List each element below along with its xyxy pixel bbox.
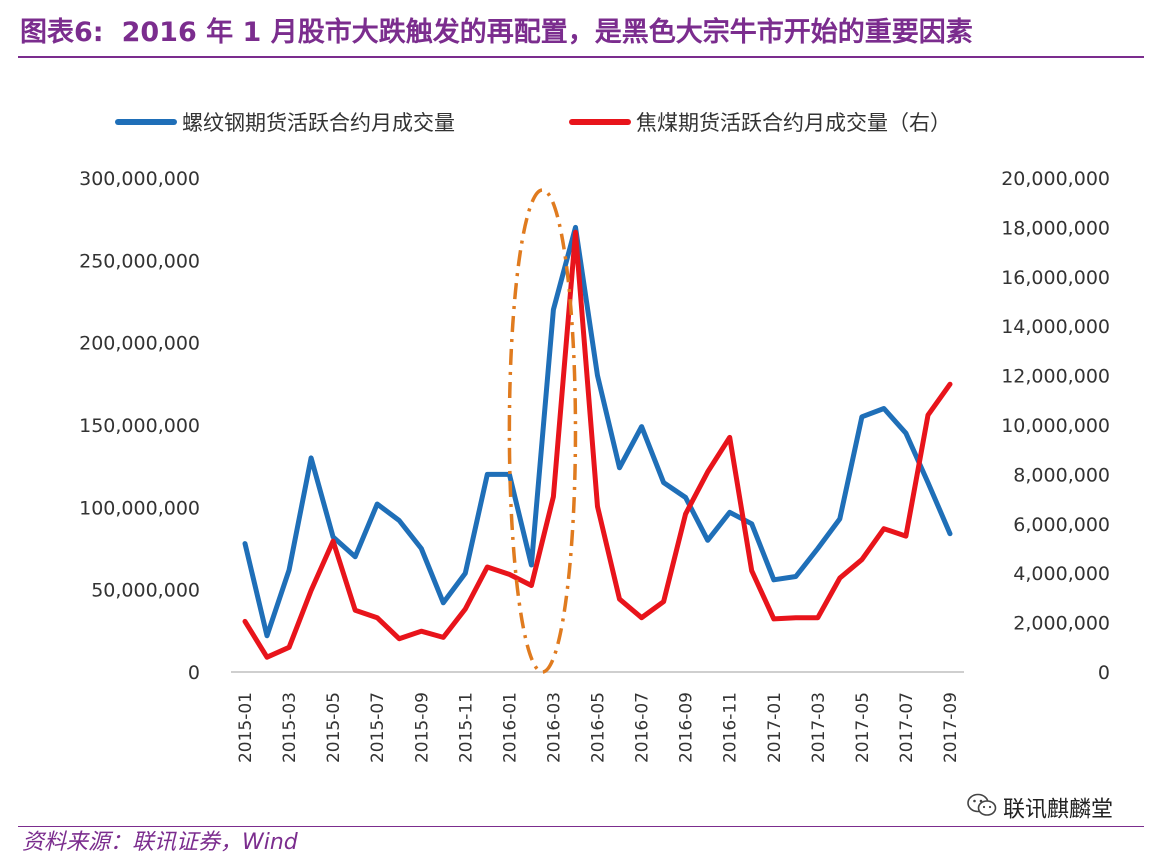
y-left-tick-label: 100,000,000: [79, 497, 200, 519]
source-note: 资料来源：联讯证券，Wind: [22, 830, 298, 855]
y-right-tick-label: 2,000,000: [1013, 613, 1110, 635]
watermark: 联讯麒麟堂: [967, 792, 1113, 826]
x-tick-label: 2016-09: [677, 692, 697, 763]
x-tick-label: 2017-05: [853, 692, 873, 763]
y-right-tick-label: 0: [1098, 662, 1110, 684]
y-right-tick-label: 6,000,000: [1013, 514, 1110, 536]
series-line-2: [242, 229, 953, 660]
y-right-tick-label: 16,000,000: [1001, 267, 1110, 289]
legend-label-2: 焦煤期货活跃合约月成交量（右）: [636, 111, 951, 135]
x-tick-label: 2016-11: [721, 692, 741, 763]
y-right-tick-label: 8,000,000: [1013, 464, 1110, 486]
title-divider: [18, 56, 1144, 58]
watermark-text: 联讯麒麟堂: [1002, 797, 1113, 823]
figure-title-text: 2016 年 1 月股市大跌触发的再配置，是黑色大宗牛市开始的重要因素: [121, 17, 973, 48]
y-axis-right: 0 2,000,000 4,000,000 6,000,000 8,000,000 10,…: [1001, 168, 1110, 684]
x-tick-label: 2015-01: [236, 692, 256, 763]
x-tick-label: 2017-03: [809, 692, 829, 763]
y-right-tick-label: 4,000,000: [1013, 563, 1110, 585]
x-tick-label: 2017-01: [765, 692, 785, 763]
y-right-tick-label: 10,000,000: [1001, 415, 1110, 437]
x-tick-label: 2017-09: [941, 692, 961, 763]
y-right-tick-label: 20,000,000: [1001, 168, 1110, 190]
y-left-tick-label: 0: [188, 662, 200, 684]
wechat-icon: [967, 792, 997, 829]
chart-legend: 螺纹钢期货活跃合约月成交量 焦煤期货活跃合约月成交量（右）: [115, 111, 951, 135]
y-left-tick-label: 300,000,000: [79, 168, 200, 190]
y-right-tick-label: 12,000,000: [1001, 366, 1110, 388]
legend-label-1: 螺纹钢期货活跃合约月成交量: [182, 111, 455, 135]
footer-divider: [18, 826, 1144, 827]
y-left-tick-label: 250,000,000: [79, 250, 200, 272]
y-left-tick-label: 150,000,000: [79, 415, 200, 437]
x-tick-label: 2015-03: [280, 692, 300, 763]
highlight-ellipse: [507, 188, 578, 674]
y-left-tick-label: 50,000,000: [91, 580, 200, 602]
y-right-tick-label: 14,000,000: [1001, 316, 1110, 338]
x-axis: 2015-01 2015-03 2015-05 2015-07 2015-09 2015-…: [236, 692, 961, 763]
figure-label: 图表6:: [20, 17, 104, 48]
y-axis-left: 0 50,000,000 100,000,000 150,000,000 200,000…: [79, 168, 200, 684]
x-tick-label: 2016-03: [544, 692, 564, 763]
x-tick-label: 2015-07: [368, 692, 388, 763]
series-line-1: [242, 224, 953, 639]
x-tick-label: 2015-11: [456, 692, 476, 763]
x-tick-label: 2015-05: [324, 692, 344, 763]
annotation-group: [507, 188, 578, 674]
figure-title: 图表6: 2016 年 1 月股市大跌触发的再配置，是黑色大宗牛市开始的重要因素: [20, 10, 1140, 56]
y-left-tick-label: 200,000,000: [79, 333, 200, 355]
x-tick-label: 2015-09: [412, 692, 432, 763]
x-tick-label: 2016-01: [500, 692, 520, 763]
y-right-tick-label: 18,000,000: [1001, 217, 1110, 239]
series-group: [242, 224, 953, 660]
x-tick-label: 2016-07: [633, 692, 653, 763]
x-tick-label: 2016-05: [589, 692, 609, 763]
x-tick-label: 2017-07: [897, 692, 917, 763]
